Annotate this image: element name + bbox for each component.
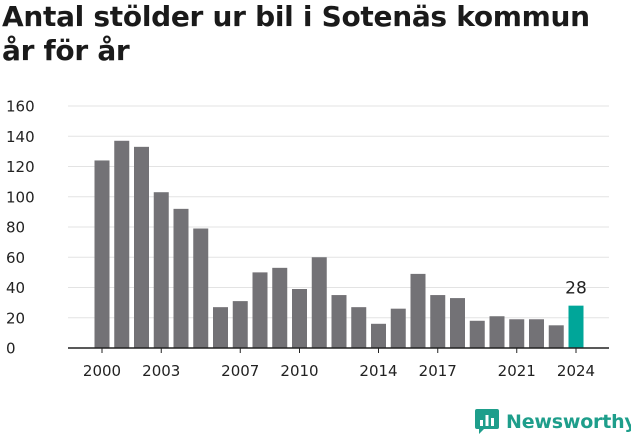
y-tick-label: 100: [6, 188, 35, 206]
newsworthy-brand: Newsworthy: [475, 407, 631, 437]
gridlines: [68, 105, 609, 319]
brand-name: Newsworthy: [506, 411, 631, 433]
x-axis: 2000 2003 2007 2010 2014 2017 2021 2024: [68, 347, 609, 380]
x-tick-label: 2014: [359, 362, 397, 380]
bar-2005: [193, 228, 209, 348]
bar-2009: [272, 267, 288, 348]
x-tick-label: 2017: [419, 362, 457, 380]
y-tick-label: 40: [6, 279, 25, 297]
bar-2008: [252, 272, 268, 348]
chart-title: Antal stölder ur bil i Sotenäs kommun år…: [2, 0, 590, 67]
bar-2010: [292, 289, 307, 348]
bar-2019: [469, 320, 485, 348]
x-tick-label: 2021: [498, 362, 536, 380]
x-tick-label: 2010: [280, 362, 318, 380]
bars: [94, 140, 584, 348]
bar-2001: [114, 140, 130, 348]
bar-2014: [371, 323, 386, 348]
x-tick-label: 2003: [142, 362, 180, 380]
bar-2000: [94, 160, 110, 348]
bar-2024: [568, 305, 584, 348]
y-axis: 0 20 40 60 80 100 120 140 160: [6, 98, 35, 358]
bar-2015: [390, 308, 406, 348]
bar-2013: [351, 307, 367, 348]
newsworthy-logo-icon: [475, 409, 499, 434]
y-tick-label: 80: [6, 219, 25, 237]
y-tick-label: 160: [6, 98, 35, 116]
data-label-2024: 28: [565, 279, 587, 299]
y-tick-label: 20: [6, 309, 25, 327]
bar-2007: [232, 301, 248, 348]
y-tick-label: 140: [6, 128, 35, 146]
bar-2003: [153, 192, 169, 348]
bar-2016: [410, 273, 426, 348]
bar-2017: [430, 295, 446, 348]
bar-2021: [509, 319, 525, 348]
bar-2011: [311, 257, 327, 348]
bar-2018: [450, 298, 465, 348]
bar-2002: [134, 146, 149, 348]
x-tick-label: 2007: [221, 362, 259, 380]
bar-2004: [173, 208, 189, 348]
bar-2020: [489, 316, 505, 348]
y-tick-label: 120: [6, 158, 35, 176]
data-labels: 28: [565, 279, 587, 299]
bar-2012: [331, 295, 347, 348]
bar-2006: [213, 307, 228, 348]
bar-2023: [548, 325, 564, 348]
y-tick-label: 60: [6, 249, 25, 267]
y-tick-label: 0: [6, 340, 16, 358]
x-tick-label: 2000: [83, 362, 121, 380]
bar-2022: [529, 319, 544, 348]
x-tick-label: 2024: [557, 362, 595, 380]
